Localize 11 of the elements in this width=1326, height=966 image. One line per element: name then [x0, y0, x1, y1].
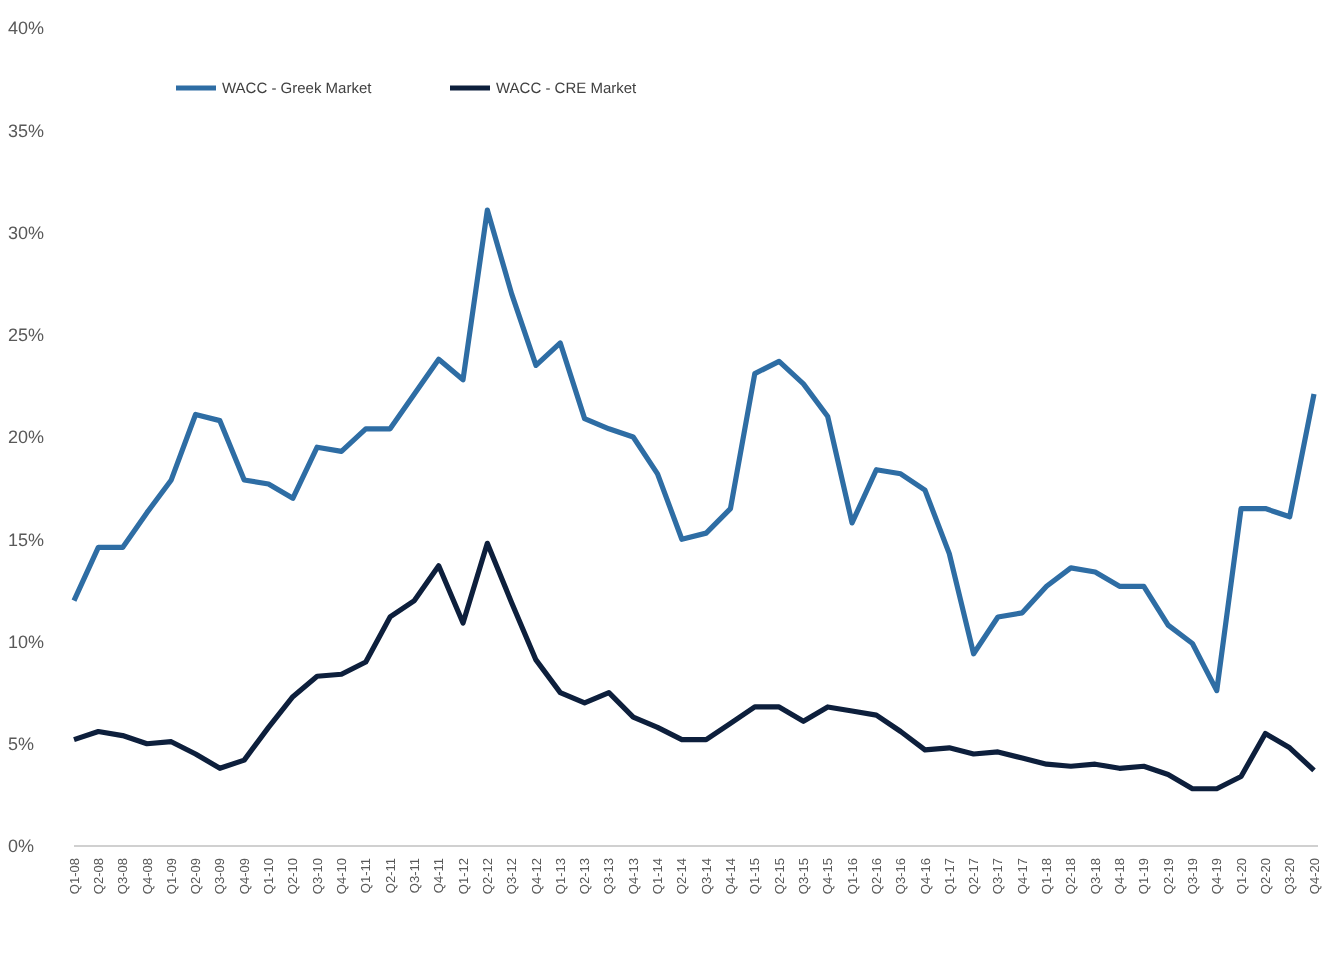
y-tick-label: 35% [8, 120, 45, 141]
y-tick-label: 0% [8, 836, 35, 857]
y-tick-label: 10% [8, 631, 45, 652]
y-tick-label: 5% [8, 734, 35, 755]
y-tick-label: 30% [8, 222, 45, 243]
line-series [71, 540, 1317, 792]
y-tick-label: 15% [8, 529, 45, 550]
y-tick-label: 25% [8, 325, 45, 346]
y-tick-label: 40% [8, 18, 45, 39]
y-tick-label: 20% [8, 427, 45, 448]
line-series [71, 207, 1317, 694]
